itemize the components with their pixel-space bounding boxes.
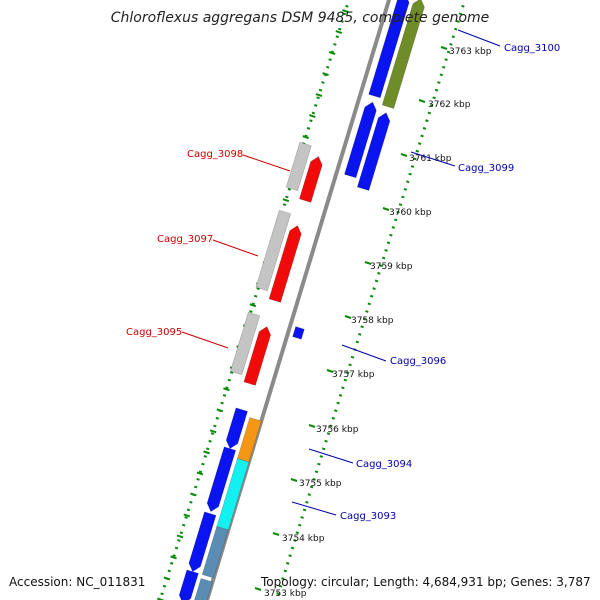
tick-mark-3754 [272, 532, 280, 536]
gene-blue-3099-a[interactable] [344, 101, 377, 179]
outer-track-tick [335, 30, 343, 34]
callout-line-cagg-3099 [410, 151, 456, 167]
tick-mark-3753 [254, 587, 262, 591]
tick-label-3757: 3757 kbp [332, 370, 375, 380]
gene-steel-b[interactable] [193, 578, 213, 600]
outer-track-tick [322, 72, 329, 77]
gene-label-cagg-3097[interactable]: Cagg_3097 [157, 234, 213, 245]
gene-blue-c[interactable] [178, 569, 199, 600]
ruler-tick-labels: 3763 kbp 3762 kbp 3761 kbp 3760 kbp 3759… [254, 46, 492, 599]
callout-line-cagg-3093 [291, 501, 337, 516]
callout-line-cagg-3095 [181, 331, 229, 349]
gene-blue-3099-b[interactable] [356, 112, 391, 191]
tick-label-3759: 3759 kbp [370, 262, 413, 272]
outer-track-tick [342, 9, 349, 13]
gene-label-cagg-3098[interactable]: Cagg_3098 [187, 149, 243, 160]
outer-track-tick [156, 597, 164, 600]
gene-label-cagg-3099[interactable]: Cagg_3099 [458, 163, 514, 174]
accession-text: Accession: NC_011831 [9, 575, 146, 589]
outer-track-tick [196, 471, 204, 476]
gene-label-cagg-3094[interactable]: Cagg_3094 [356, 459, 412, 470]
gene-blue-b[interactable] [188, 511, 217, 573]
outer-track-tick [163, 576, 171, 581]
gene-label-cagg-3093[interactable]: Cagg_3093 [340, 511, 396, 522]
gene-labels: Cagg_3100 Cagg_3099 Cagg_3098 Cagg_3097 … [126, 29, 560, 522]
tick-label-3763: 3763 kbp [449, 47, 492, 57]
tick-mark-3757 [326, 369, 334, 373]
callout-line-cagg-3096 [341, 344, 387, 362]
outer-track-tick [223, 387, 230, 392]
outer-track-tick [203, 450, 210, 455]
gene-label-cagg-3100[interactable]: Cagg_3100 [504, 43, 560, 54]
gene-steel-a[interactable] [201, 526, 229, 579]
callout-line-cagg-3100 [457, 29, 501, 47]
tick-label-3758: 3758 kbp [351, 316, 394, 326]
outer-track-tick [183, 513, 191, 518]
outer-track-tick [328, 51, 336, 55]
outer-track-tick [176, 534, 184, 539]
gene-blue-3094[interactable] [225, 407, 248, 450]
outer-track-tick [170, 555, 177, 560]
gene-red-3097[interactable] [268, 225, 302, 303]
gene-track [178, 0, 425, 600]
tick-label-3760: 3760 kbp [389, 208, 432, 218]
gene-label-cagg-3095[interactable]: Cagg_3095 [126, 327, 182, 338]
gene-grey-3098[interactable] [285, 141, 312, 192]
gene-olive-top[interactable] [381, 0, 425, 109]
tick-mark-3761 [400, 153, 408, 157]
gene-label-cagg-3096[interactable]: Cagg_3096 [390, 356, 446, 367]
outer-track-tick [309, 114, 316, 119]
outer-track-tick [216, 408, 224, 413]
callout-line-cagg-3094 [308, 448, 354, 464]
tick-mark-3758 [344, 315, 352, 319]
gene-blue-top[interactable] [368, 0, 410, 99]
map-title: Chloroflexus aggregans DSM 9485, complet… [110, 10, 490, 26]
gene-blue-3096[interactable] [292, 326, 305, 340]
tick-mark-3755 [290, 478, 298, 482]
callout-line-cagg-3098 [242, 154, 291, 172]
tick-label-3761: 3761 kbp [409, 154, 452, 164]
tick-label-3756: 3756 kbp [316, 425, 359, 435]
tick-mark-3759 [364, 261, 372, 265]
outer-track-tick [249, 303, 257, 308]
gene-red-3095[interactable] [243, 326, 271, 386]
tick-mark-3760 [382, 207, 390, 211]
tick-label-3754: 3754 kbp [282, 534, 325, 544]
gene-blue-a[interactable] [206, 446, 237, 513]
gene-grey-3097[interactable] [255, 209, 292, 292]
gene-red-3098[interactable] [299, 156, 323, 203]
tick-mark-3762 [418, 99, 426, 103]
outer-track-tick [302, 135, 310, 140]
tick-mark-3756 [308, 424, 316, 428]
outer-track-tick [315, 93, 323, 98]
callout-line-cagg-3097 [212, 239, 259, 257]
outer-track-tick [190, 492, 197, 497]
genome-summary-text: Topology: circular; Length: 4,684,931 bp… [261, 575, 591, 589]
tick-label-3753: 3753 kbp [264, 589, 307, 599]
outer-track-tick [282, 198, 290, 203]
tick-label-3762: 3762 kbp [428, 100, 471, 110]
tick-label-3755: 3755 kbp [299, 479, 342, 489]
tick-mark-3763 [440, 46, 448, 50]
outer-dotted-track [158, 0, 351, 600]
gene-grey-3095[interactable] [230, 311, 261, 376]
outer-track-tick [209, 429, 217, 434]
